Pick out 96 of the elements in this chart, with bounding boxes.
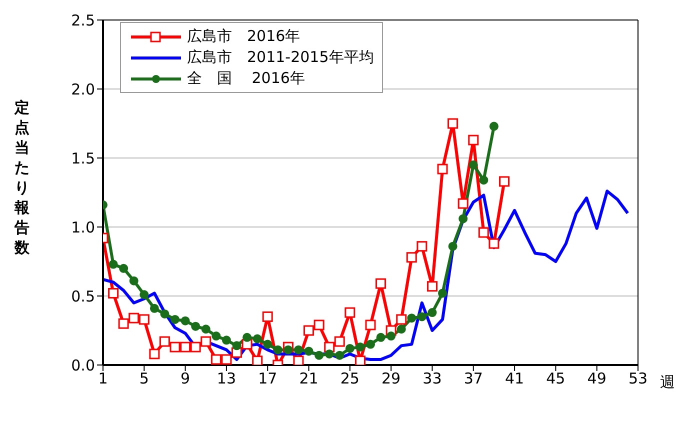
point [417, 312, 426, 322]
point [386, 332, 396, 341]
x-tick-label: 45 [546, 370, 566, 388]
point [242, 332, 252, 342]
point [170, 314, 180, 324]
legend-label: 全 国 2016年 [187, 69, 305, 88]
point [448, 242, 458, 251]
point [314, 320, 324, 330]
x-tick-label: 49 [587, 370, 606, 388]
point [407, 314, 416, 323]
point [138, 314, 150, 325]
x-tick-label: 33 [422, 370, 442, 388]
point [150, 304, 159, 313]
y-tick-label: 2.0 [71, 80, 95, 98]
point [489, 122, 498, 131]
point [119, 264, 128, 273]
point [304, 325, 314, 336]
y-tick-label: 0.0 [71, 356, 95, 374]
point [140, 290, 149, 300]
point [335, 350, 344, 360]
point [426, 281, 438, 292]
point [160, 309, 170, 318]
point [190, 342, 201, 352]
point [201, 324, 210, 334]
point [345, 344, 354, 353]
point [499, 176, 510, 187]
point [396, 324, 406, 334]
y-tick-label: 2.5 [71, 11, 95, 30]
point [344, 307, 356, 318]
point [180, 316, 190, 326]
x-tick-label: 17 [258, 370, 278, 388]
point [468, 134, 479, 146]
point [180, 342, 191, 352]
point [252, 334, 262, 344]
x-axis-title: 週 [660, 373, 675, 391]
x-tick-label: 13 [216, 370, 236, 388]
x-tick-label: 29 [382, 370, 401, 388]
point [376, 332, 386, 342]
x-tick-label: 5 [139, 370, 149, 388]
point [252, 356, 263, 365]
point [334, 336, 345, 347]
point [396, 314, 407, 325]
point [448, 118, 458, 129]
point [294, 345, 303, 354]
point [428, 308, 437, 318]
point [478, 227, 489, 238]
point [406, 252, 417, 263]
point [365, 320, 376, 330]
point [210, 354, 222, 365]
point [108, 260, 118, 269]
point [488, 238, 500, 249]
point [232, 341, 242, 350]
point [170, 342, 180, 352]
point [324, 349, 334, 358]
point [191, 322, 200, 331]
point [149, 348, 160, 360]
y-tick-label: 0.5 [71, 287, 95, 306]
x-tick-label: 21 [299, 370, 318, 388]
legend-label: 広島市 2016年 [187, 27, 300, 46]
y-axis-title: 定点当たり報告数 [14, 98, 30, 256]
y-tick-label: 1.5 [71, 149, 95, 168]
point [293, 356, 304, 365]
x-tick-label: 9 [180, 370, 190, 388]
point [314, 350, 324, 360]
x-tick-label: 25 [340, 370, 360, 388]
point [222, 336, 231, 345]
point [416, 241, 428, 252]
point [129, 276, 138, 286]
point [200, 336, 212, 347]
point [354, 356, 366, 365]
point [221, 354, 232, 365]
point [366, 340, 375, 349]
legend-label: 広島市 2011-2015年平均 [187, 48, 374, 67]
point [458, 214, 468, 224]
x-tick-label: 53 [628, 370, 648, 388]
x-tick-label: 41 [504, 370, 524, 388]
point [376, 278, 386, 289]
y-tick-label: 1.0 [71, 218, 95, 236]
point [118, 318, 129, 329]
point [438, 288, 448, 298]
x-tick-label: 1 [98, 370, 108, 388]
point [479, 176, 488, 185]
point [108, 288, 119, 298]
point [273, 345, 282, 354]
point [212, 332, 221, 341]
point [284, 345, 293, 354]
point [304, 346, 314, 356]
point [159, 336, 170, 347]
point [128, 312, 140, 324]
point [437, 164, 448, 174]
point [356, 342, 365, 352]
point [263, 340, 272, 349]
point [262, 311, 273, 322]
x-tick-label: 37 [464, 370, 483, 388]
point [458, 198, 468, 209]
point [468, 160, 478, 170]
